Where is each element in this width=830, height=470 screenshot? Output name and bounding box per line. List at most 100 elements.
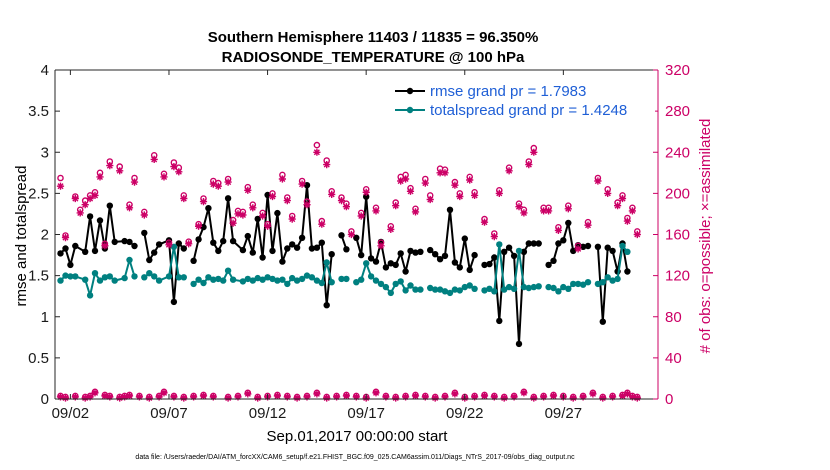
totalspread-point [432, 286, 439, 293]
totalspread-point [195, 276, 202, 283]
rmse-point [106, 202, 114, 209]
rmse-point [82, 248, 89, 255]
totalspread-point [461, 283, 468, 291]
totalspread-point [274, 277, 281, 284]
obs-assimilated-marker-bottom [618, 392, 627, 400]
obs-assimilated-marker-bottom [402, 393, 410, 401]
rmse-point [328, 251, 335, 258]
right-tick-label: 120 [665, 268, 690, 285]
right-tick-label: 200 [665, 185, 690, 202]
rmse-point [239, 246, 247, 254]
left-tick-label: 3 [41, 144, 49, 161]
totalspread-point [402, 287, 409, 294]
rmse-point [501, 248, 508, 255]
totalspread-point [254, 274, 261, 282]
rmse-point [269, 247, 276, 255]
obs-possible-marker [313, 141, 321, 149]
right-tick-label: 240 [665, 144, 690, 161]
totalspread-point [491, 288, 498, 295]
totalspread-point [180, 274, 187, 281]
rmse-point [510, 252, 518, 260]
totalspread-point [574, 280, 582, 288]
totalspread-point [619, 242, 626, 250]
legend-totalspread-marker [406, 106, 414, 114]
obs-assimilated-marker-bottom [530, 394, 538, 402]
obs-assimilated-marker [56, 182, 65, 190]
obs-assimilated-marker [106, 162, 114, 170]
rmse-point [215, 247, 222, 255]
rmse-point [91, 247, 99, 255]
rmse-point [451, 259, 459, 266]
left-axis-ticks: 0 0.5 1 1.5 2 2.5 3 3.5 4 [28, 62, 60, 408]
rmse-point [131, 242, 138, 250]
obs-assimilated-marker [264, 222, 272, 230]
x-axis-label: Sep.01,2017 00:00:00 start [267, 428, 449, 445]
rmse-point [126, 238, 133, 246]
obs-assimilated-marker [259, 212, 267, 220]
totalspread-point [279, 276, 286, 283]
obs-assimilated-marker [244, 186, 252, 194]
obs-assimilated-marker [170, 163, 178, 171]
rmse-point [170, 298, 178, 306]
totalspread-point [358, 276, 365, 283]
obs-assimilated-marker-bottom [190, 393, 198, 401]
rmse-point [284, 245, 291, 252]
totalspread-point [584, 279, 592, 286]
obs-assimilated-marker [130, 178, 139, 186]
right-tick-label: 320 [665, 62, 690, 79]
rmse-point [466, 266, 473, 274]
obs-assimilated-marker [574, 245, 582, 253]
rmse-point [96, 217, 104, 224]
totalspread-point [264, 274, 271, 281]
rmse-point [402, 268, 409, 275]
rmse-point [254, 215, 261, 223]
obs-assimilated-marker-bottom [333, 393, 341, 401]
rmse-point [471, 251, 478, 259]
totalspread-point [505, 283, 513, 291]
legend-rmse-label: rmse grand pr = 1.7983 [430, 83, 586, 100]
totalspread-point [86, 292, 94, 299]
totalspread-point [289, 274, 296, 282]
obs-assimilated-marker-bottom [209, 393, 217, 401]
rmse-point [205, 205, 212, 212]
obs-assimilated-marker [165, 241, 173, 249]
totalspread-point [530, 283, 537, 291]
rmse-point [190, 257, 197, 264]
rmse-point [67, 261, 74, 269]
rmse-point [565, 219, 572, 227]
rmse-point [530, 240, 537, 247]
totalspread-point [353, 279, 360, 286]
obs-assimilated-marker [125, 204, 134, 212]
obs-assimilated-marker [628, 207, 636, 215]
obs-assimilated-marker [116, 167, 124, 175]
totalspread-point [298, 275, 306, 283]
obs-assimilated-marker [195, 222, 203, 230]
rmse-point [220, 237, 227, 245]
totalspread-point [594, 280, 602, 288]
obs-assimilated-marker [495, 189, 503, 197]
rmse-point [417, 248, 424, 255]
obs-assimilated-marker [594, 177, 602, 185]
rmse-point [584, 242, 592, 250]
totalspread-point [121, 274, 128, 282]
obs-assimilated-marker [525, 161, 533, 169]
obs-assimilated-marker [342, 203, 350, 211]
obs-assimilated-marker-bottom [303, 393, 311, 401]
totalspread-point [318, 279, 325, 287]
rmse-point [609, 247, 616, 255]
totalspread-point [126, 256, 133, 264]
totalspread-point [200, 279, 207, 287]
rmse-point [298, 234, 306, 241]
totalspread-point [343, 275, 350, 283]
totalspread-point [412, 286, 419, 293]
right-tick-label: 160 [665, 227, 690, 244]
rmse-point [303, 182, 311, 189]
obs-assimilated-marker-bottom [623, 390, 631, 398]
rmse-point [456, 264, 463, 271]
rmse-point [505, 244, 513, 251]
obs-assimilated-marker-bottom [160, 389, 168, 397]
rmse-point [446, 206, 454, 213]
obs-assimilated-marker [545, 207, 553, 215]
obs-assimilated-marker [214, 182, 222, 190]
obs-assimilated-marker [456, 192, 464, 201]
